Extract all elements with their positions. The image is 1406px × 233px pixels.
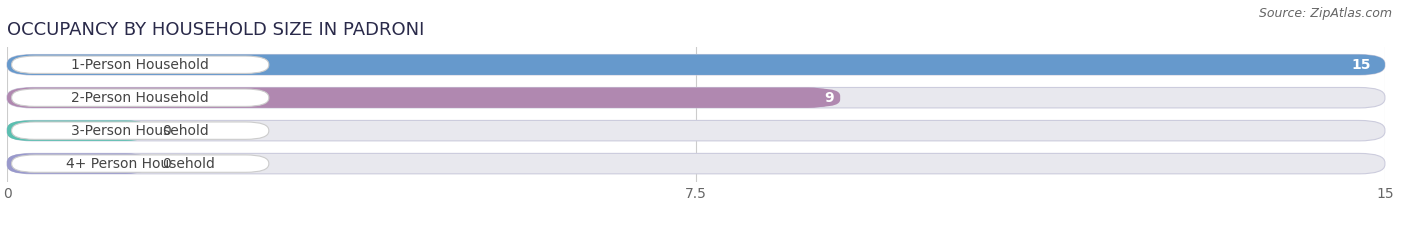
- FancyBboxPatch shape: [7, 153, 1385, 174]
- FancyBboxPatch shape: [7, 87, 834, 108]
- Text: 3-Person Household: 3-Person Household: [72, 124, 209, 138]
- FancyBboxPatch shape: [11, 155, 269, 172]
- FancyBboxPatch shape: [7, 120, 1385, 141]
- FancyBboxPatch shape: [11, 89, 269, 106]
- FancyBboxPatch shape: [7, 55, 1385, 75]
- Text: 4+ Person Household: 4+ Person Household: [66, 157, 215, 171]
- FancyBboxPatch shape: [782, 89, 841, 107]
- FancyBboxPatch shape: [11, 122, 269, 139]
- FancyBboxPatch shape: [11, 56, 269, 73]
- FancyBboxPatch shape: [7, 87, 1385, 108]
- Text: Source: ZipAtlas.com: Source: ZipAtlas.com: [1258, 7, 1392, 20]
- Text: 15: 15: [1351, 58, 1371, 72]
- Text: 2-Person Household: 2-Person Household: [72, 91, 209, 105]
- Text: 1-Person Household: 1-Person Household: [72, 58, 209, 72]
- FancyBboxPatch shape: [7, 153, 149, 174]
- Text: 0: 0: [162, 157, 172, 171]
- FancyBboxPatch shape: [7, 55, 1385, 75]
- Text: OCCUPANCY BY HOUSEHOLD SIZE IN PADRONI: OCCUPANCY BY HOUSEHOLD SIZE IN PADRONI: [7, 21, 425, 39]
- Text: 9: 9: [824, 91, 834, 105]
- Text: 0: 0: [162, 124, 172, 138]
- FancyBboxPatch shape: [7, 120, 149, 141]
